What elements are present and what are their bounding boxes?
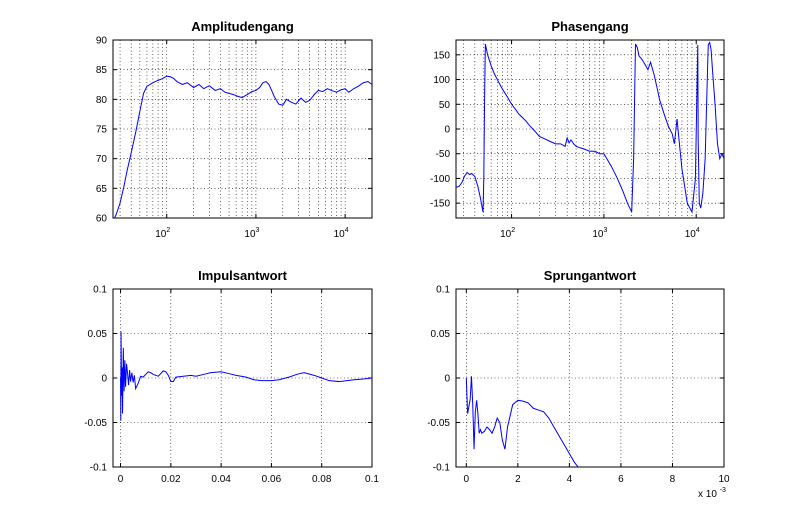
amplitudengang-ytick-label-4: 80 bbox=[96, 95, 108, 106]
phasengang-ytick-label-0: -150 bbox=[430, 199, 450, 210]
phasengang-ytick-label-5: 100 bbox=[433, 75, 450, 86]
phasengang-ticks bbox=[456, 40, 724, 218]
sprungantwort-ytick-label-1: -0.05 bbox=[427, 418, 450, 429]
sprungantwort-ytick-label-2: 0 bbox=[444, 374, 450, 385]
amplitudengang-xtick-label-base-0: 10 bbox=[155, 229, 167, 240]
phasengang-xtick-label-base-0: 10 bbox=[500, 229, 512, 240]
sprungantwort-title: Sprungantwort bbox=[544, 268, 637, 283]
phasengang-ytick-label-6: 150 bbox=[433, 50, 450, 61]
phasengang-title: Phasengang bbox=[551, 19, 628, 34]
impulsantwort-xtick-label-4: 0.08 bbox=[312, 474, 332, 485]
amplitudengang-ytick-label-0: 60 bbox=[96, 214, 108, 225]
sprungantwort-ticks bbox=[456, 288, 725, 468]
sprungantwort-ytick-label-4: 0.1 bbox=[436, 285, 450, 296]
phasengang-ytick-label-2: -50 bbox=[436, 149, 451, 160]
sprungantwort-x-exponent-base: x 10 bbox=[698, 489, 717, 500]
amplitudengang-xtick-label-2: 104 bbox=[334, 227, 349, 240]
impulsantwort-ytick-label-4: 0.1 bbox=[93, 285, 107, 296]
impulsantwort-xtick-label-3: 0.06 bbox=[262, 474, 282, 485]
amplitudengang-xtick-label-exp-1: 3 bbox=[256, 227, 260, 234]
phasengang-series-line bbox=[456, 41, 724, 214]
impulsantwort-xtick-label-0: 0 bbox=[118, 474, 124, 485]
amplitudengang-ytick-label-3: 75 bbox=[96, 125, 108, 136]
amplitudengang-series-line bbox=[113, 75, 372, 218]
amplitudengang-ytick-label-6: 90 bbox=[96, 36, 108, 47]
amplitudengang-ytick-label-2: 70 bbox=[96, 154, 108, 165]
phasengang-xtick-label-exp-0: 2 bbox=[511, 227, 515, 234]
impulsantwort-ytick-label-0: -0.1 bbox=[90, 463, 108, 474]
phasengang-xtick-label-1: 103 bbox=[592, 227, 607, 240]
sprungantwort-ytick-label-0: -0.1 bbox=[433, 463, 451, 474]
impulsantwort-xtick-label-2: 0.04 bbox=[211, 474, 231, 485]
impulsantwort-plot: Impulsantwort -0.1 -0.05 0 0.05 0.1 0 0.02 0.04… bbox=[84, 268, 379, 485]
phasengang-xtick-label-exp-2: 4 bbox=[696, 227, 700, 234]
amplitudengang-xtick-label-exp-2: 4 bbox=[345, 227, 349, 234]
sprungantwort-series-line bbox=[465, 376, 579, 467]
amplitudengang-xtick-label-0: 102 bbox=[155, 227, 170, 240]
impulsantwort-xtick-label-1: 0.02 bbox=[161, 474, 181, 485]
amplitudengang-xtick-label-base-2: 10 bbox=[334, 229, 346, 240]
sprungantwort-xtick-label-0: 0 bbox=[464, 474, 470, 485]
sprungantwort-xtick-label-5: 10 bbox=[718, 474, 730, 485]
phasengang-ytick-label-3: 0 bbox=[444, 125, 450, 136]
sprungantwort-x-exponent: x 10 -3 bbox=[698, 487, 726, 500]
amplitudengang-ytick-label-5: 85 bbox=[96, 65, 108, 76]
amplitudengang-ytick-label-1: 65 bbox=[96, 184, 108, 195]
phasengang-xtick-label-exp-1: 3 bbox=[604, 227, 608, 234]
sprungantwort-x-exponent-power: -3 bbox=[720, 487, 726, 494]
amplitudengang-xtick-label-exp-0: 2 bbox=[166, 227, 170, 234]
sprungantwort-tick-labels: -0.1 -0.05 0 0.05 0.1 0 2 4 6 8 10 bbox=[427, 285, 730, 486]
amplitudengang-ticks bbox=[113, 39, 372, 219]
amplitudengang-xtick-label-1: 103 bbox=[244, 227, 259, 240]
sprungantwort-xtick-label-1: 2 bbox=[515, 474, 521, 485]
sprungantwort-plot: Sprungantwort -0.1 -0.05 0 0.05 0.1 0 2 4 6 8 10 x… bbox=[427, 268, 730, 500]
phasengang-xtick-label-0: 102 bbox=[500, 227, 515, 240]
phasengang-xtick-label-base-2: 10 bbox=[685, 229, 697, 240]
phasengang-grid bbox=[456, 40, 724, 218]
impulsantwort-title: Impulsantwort bbox=[198, 268, 288, 283]
impulsantwort-ytick-label-1: -0.05 bbox=[84, 418, 107, 429]
phasengang-xtick-label-base-1: 10 bbox=[592, 229, 604, 240]
phasengang-ytick-label-4: 50 bbox=[439, 100, 451, 111]
impulsantwort-tick-labels: -0.1 -0.05 0 0.05 0.1 0 0.02 0.04 0.06 0.08 0.1 bbox=[84, 285, 379, 486]
phasengang-xtick-label-2: 104 bbox=[685, 227, 700, 240]
impulsantwort-series-line bbox=[120, 331, 372, 421]
impulsantwort-grid bbox=[113, 289, 372, 467]
phasengang-ytick-label-1: -100 bbox=[430, 174, 450, 185]
sprungantwort-ytick-label-3: 0.05 bbox=[431, 329, 451, 340]
impulsantwort-ytick-label-2: 0 bbox=[101, 374, 107, 385]
amplitudengang-xtick-label-base-1: 10 bbox=[244, 229, 256, 240]
sprungantwort-xtick-label-3: 6 bbox=[618, 474, 624, 485]
sprungantwort-xtick-label-2: 4 bbox=[567, 474, 573, 485]
impulsantwort-ytick-label-3: 0.05 bbox=[88, 329, 108, 340]
impulsantwort-xtick-label-5: 0.1 bbox=[365, 474, 379, 485]
sprungantwort-xtick-label-4: 8 bbox=[670, 474, 676, 485]
sprungantwort-grid bbox=[456, 289, 724, 467]
amplitudengang-grid bbox=[113, 40, 372, 218]
amplitudengang-title: Amplitudengang bbox=[191, 19, 294, 34]
